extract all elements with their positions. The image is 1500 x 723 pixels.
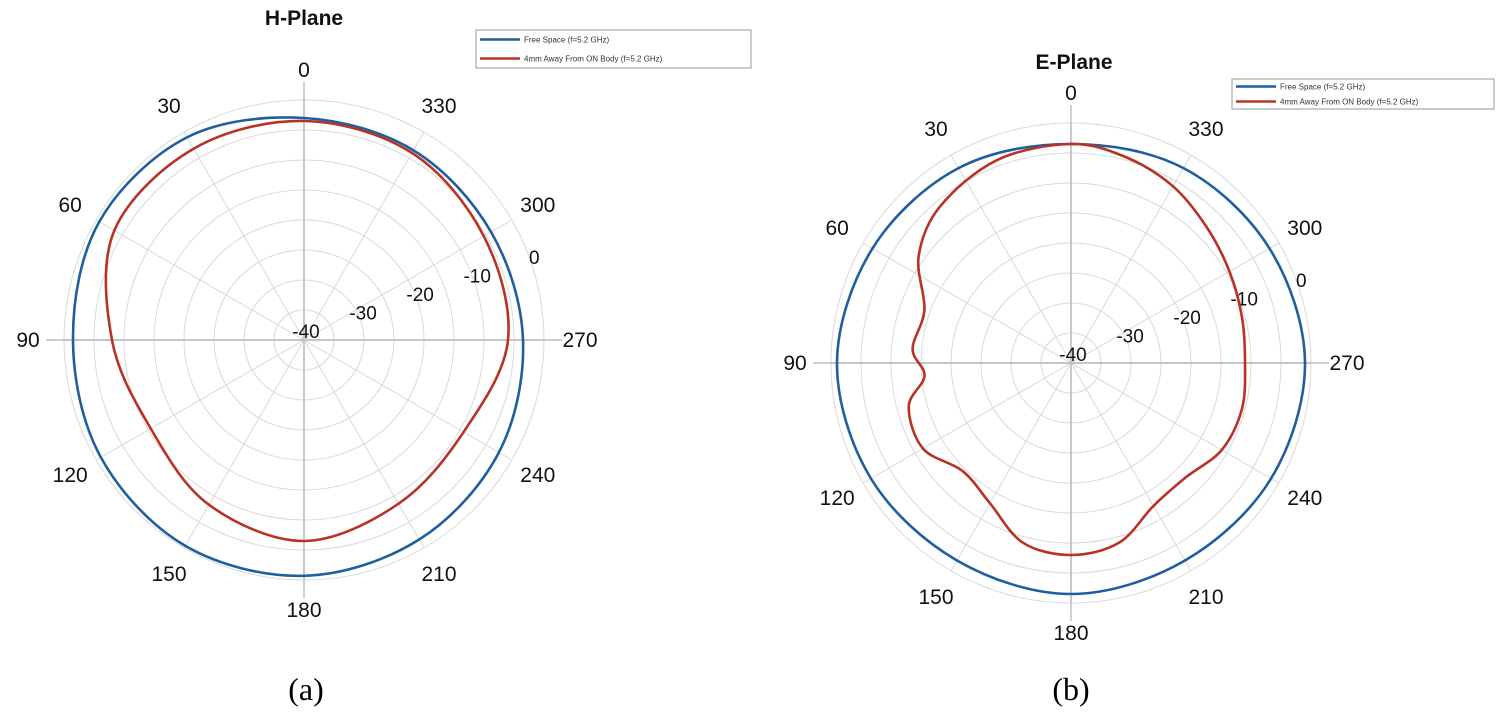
- angle-tick-label: 210: [421, 563, 456, 586]
- angle-tick-label: 90: [783, 352, 806, 375]
- angle-tick-label: 30: [924, 118, 947, 141]
- legend-box: [1231, 78, 1495, 110]
- angle-tick-label: 0: [298, 59, 310, 82]
- grid-spoke: [95, 219, 305, 341]
- angle-tick-label: 240: [520, 464, 555, 487]
- series-line-1: [71, 116, 525, 578]
- angle-tick-label: 330: [421, 95, 456, 118]
- angle-tick-label: 120: [53, 464, 88, 487]
- grid-spoke: [303, 219, 513, 341]
- grid-spoke: [183, 131, 305, 341]
- legend-label-2: 4mm Away From ON Body (f=5.2 GHz): [1280, 98, 1419, 107]
- grid-spoke: [1070, 362, 1192, 572]
- angle-tick-label: 270: [562, 329, 597, 352]
- chart-title: E-Plane: [1035, 51, 1112, 74]
- angle-tick-label: 270: [1329, 352, 1364, 375]
- angle-tick-label: 210: [1188, 586, 1223, 609]
- chart-title: H-Plane: [265, 7, 343, 30]
- grid-spoke: [950, 154, 1072, 364]
- series-line-2: [104, 119, 510, 543]
- angle-tick-label: 180: [286, 599, 321, 622]
- grid-spoke: [862, 362, 1072, 484]
- angle-tick-label: 180: [1053, 622, 1088, 645]
- grid-spoke: [1070, 154, 1192, 364]
- polar-chart-1: 0 30 60 90 120 150 180 210 240 270 300 330 -40 -30 -20…: [16, 7, 752, 707]
- series-line-2: [907, 142, 1247, 557]
- grid-spoke: [950, 362, 1072, 572]
- radial-tick-label: -30: [349, 303, 376, 324]
- figure-caption: (a): [288, 671, 324, 707]
- legend-label-2: 4mm Away From ON Body (f=5.2 GHz): [524, 55, 663, 64]
- legend-label-1: Free Space (f=5.2 GHz): [1280, 83, 1365, 92]
- angle-tick-label: 150: [918, 586, 953, 609]
- legend-label-1: Free Space (f=5.2 GHz): [524, 36, 609, 45]
- grid-spoke: [1070, 362, 1280, 484]
- grid-spoke: [303, 339, 513, 461]
- radial-tick-label: -10: [1230, 289, 1257, 310]
- legend-box: [475, 29, 752, 69]
- figure-caption: (b): [1052, 671, 1089, 707]
- radial-tick-label: -20: [1173, 308, 1200, 329]
- angle-tick-label: 120: [820, 487, 855, 510]
- angle-tick-label: 60: [58, 194, 81, 217]
- grid-spoke: [183, 339, 305, 549]
- angle-tick-label: 90: [16, 329, 39, 352]
- radial-tick-label: 0: [1296, 271, 1307, 292]
- angle-tick-label: 330: [1188, 118, 1223, 141]
- radial-tick-label: -40: [292, 322, 319, 343]
- grid-spoke: [1070, 242, 1280, 364]
- radial-tick-label: -30: [1116, 326, 1143, 347]
- angle-tick-label: 240: [1287, 487, 1322, 510]
- grid-spoke: [303, 131, 425, 341]
- angle-tick-label: 30: [157, 95, 180, 118]
- radial-tick-label: -40: [1059, 345, 1086, 366]
- radial-tick-label: -10: [463, 266, 490, 287]
- polar-chart-2: 0 30 60 90 120 150 180 210 240 270 300 330 -40 -30 -20…: [783, 51, 1495, 707]
- angle-tick-label: 300: [520, 194, 555, 217]
- angle-tick-label: 300: [1287, 217, 1322, 240]
- radial-tick-label: -20: [406, 285, 433, 306]
- angle-tick-label: 150: [151, 563, 186, 586]
- angle-tick-label: 0: [1065, 82, 1077, 105]
- grid-spoke: [303, 339, 425, 549]
- radial-tick-label: 0: [529, 248, 540, 269]
- angle-tick-label: 60: [825, 217, 848, 240]
- series-line-1: [835, 142, 1307, 596]
- grid-spoke: [95, 339, 305, 461]
- grid-spoke: [862, 242, 1072, 364]
